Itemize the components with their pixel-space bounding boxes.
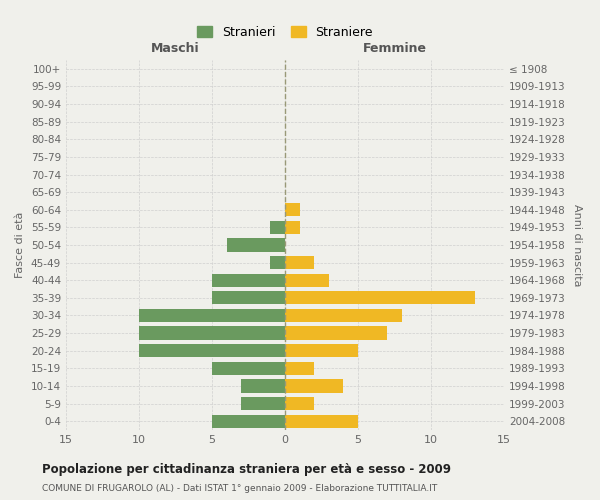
Bar: [285, 256, 314, 269]
Bar: [139, 309, 285, 322]
Legend: Stranieri, Straniere: Stranieri, Straniere: [193, 22, 377, 42]
Bar: [285, 291, 475, 304]
Bar: [285, 362, 314, 375]
Bar: [139, 326, 285, 340]
Bar: [241, 397, 285, 410]
Bar: [285, 380, 343, 392]
Text: COMUNE DI FRUGAROLO (AL) - Dati ISTAT 1° gennaio 2009 - Elaborazione TUTTITALIA.: COMUNE DI FRUGAROLO (AL) - Dati ISTAT 1°…: [42, 484, 437, 493]
Text: Maschi: Maschi: [151, 42, 200, 54]
Bar: [285, 326, 387, 340]
Bar: [285, 397, 314, 410]
Text: Femmine: Femmine: [362, 42, 427, 54]
Y-axis label: Anni di nascita: Anni di nascita: [572, 204, 582, 286]
Bar: [285, 344, 358, 358]
Bar: [285, 309, 402, 322]
Bar: [212, 362, 285, 375]
Text: Popolazione per cittadinanza straniera per età e sesso - 2009: Popolazione per cittadinanza straniera p…: [42, 462, 451, 475]
Bar: [241, 380, 285, 392]
Bar: [271, 256, 285, 269]
Bar: [285, 203, 299, 216]
Bar: [285, 221, 299, 234]
Bar: [271, 221, 285, 234]
Bar: [285, 274, 329, 287]
Bar: [212, 291, 285, 304]
Bar: [285, 414, 358, 428]
Y-axis label: Fasce di età: Fasce di età: [16, 212, 25, 278]
Bar: [212, 414, 285, 428]
Bar: [212, 274, 285, 287]
Bar: [139, 344, 285, 358]
Bar: [227, 238, 285, 252]
